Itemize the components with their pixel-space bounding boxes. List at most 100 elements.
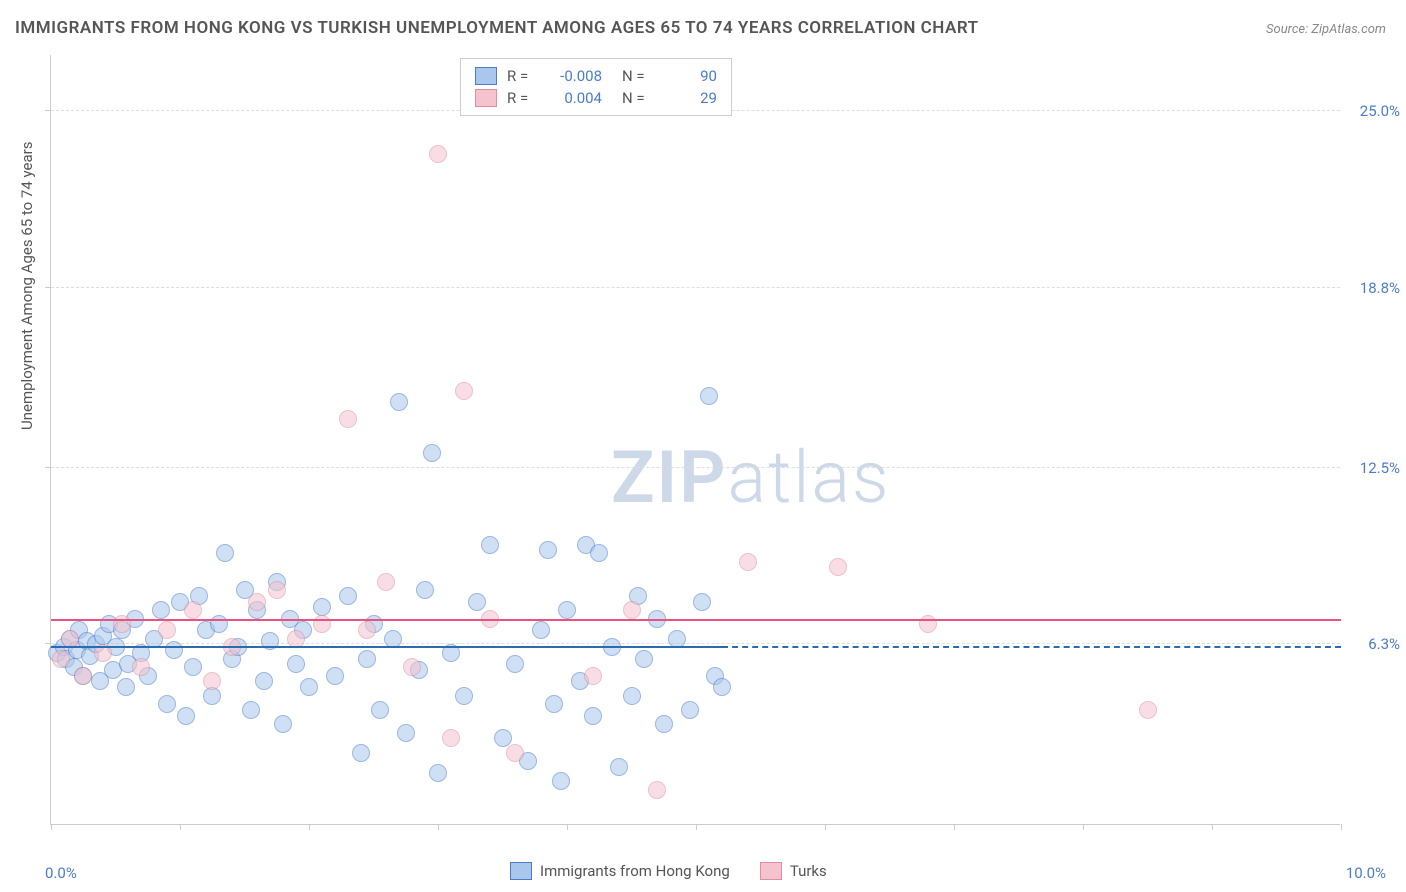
x-tick [309,824,310,830]
watermark-text: ZIPatlas [611,435,891,520]
hk-point [558,601,576,619]
r-label: R = [507,89,537,107]
gridline [51,287,1340,288]
legend-item: Turks [760,862,827,880]
tr-point [648,781,666,799]
hk-point [481,536,499,554]
hk-trend-dash [722,646,1341,648]
tr-point [248,593,266,611]
hk-point [610,758,628,776]
hk-point [152,601,170,619]
tr-point [584,667,602,685]
tr-point [506,744,524,762]
gridline [51,467,1340,468]
r-value: 0.004 [547,89,602,107]
legend-swatch [475,89,497,107]
tr-point [623,601,641,619]
x-tick [954,824,955,830]
hk-point [455,687,473,705]
tr-point [52,650,70,668]
tr-point [203,672,221,690]
legend-swatch [475,67,497,85]
hk-point [713,678,731,696]
hk-point [255,672,273,690]
n-label: N = [622,67,652,85]
y-tick-label: 25.0% [1360,102,1400,120]
hk-point [313,598,331,616]
plot-area: ZIPatlas 6.3%12.5%18.8%25.0% [50,55,1340,825]
hk-point [287,655,305,673]
hk-point [352,744,370,762]
hk-point [339,587,357,605]
x-tick [1212,824,1213,830]
x-tick [1341,824,1342,830]
y-axis-title: Unemployment Among Ages 65 to 74 years [18,142,36,430]
hk-point [371,701,389,719]
series-legend: Immigrants from Hong Kong Turks [510,862,827,880]
y-tick-label: 18.8% [1360,279,1400,297]
x-tick [1083,824,1084,830]
n-value: 90 [662,67,717,85]
tr-point [455,382,473,400]
hk-point [423,444,441,462]
hk-point [216,544,234,562]
hk-point [693,593,711,611]
hk-point [506,655,524,673]
hk-point [158,695,176,713]
tr-trend-line [51,619,1341,621]
hk-point [429,764,447,782]
chart-title: IMMIGRANTS FROM HONG KONG VS TURKISH UNE… [15,18,979,38]
hk-point [274,715,292,733]
n-value: 29 [662,89,717,107]
legend-swatch [760,862,782,880]
tr-point [739,553,757,571]
hk-point [397,724,415,742]
legend-series-label: Immigrants from Hong Kong [540,862,730,880]
hk-point [584,707,602,725]
hk-point [681,701,699,719]
tr-point [339,410,357,428]
hk-point [242,701,260,719]
x-tick [438,824,439,830]
hk-point [358,650,376,668]
hk-point [177,707,195,725]
r-value: -0.008 [547,67,602,85]
tr-point [74,667,92,685]
tr-point [132,658,150,676]
legend-swatch [510,862,532,880]
tr-point [377,573,395,591]
legend-item: Immigrants from Hong Kong [510,862,730,880]
hk-point [117,678,135,696]
x-min-label: 0.0% [45,864,77,882]
tr-point [442,729,460,747]
hk-point [165,641,183,659]
tr-point [829,558,847,576]
x-tick [180,824,181,830]
x-tick [567,824,568,830]
hk-trend-line [51,646,722,648]
y-tick-label: 12.5% [1360,459,1400,477]
hk-point [326,667,344,685]
hk-point [590,544,608,562]
tr-point [184,601,202,619]
x-tick [51,824,52,830]
source-label: Source: ZipAtlas.com [1266,22,1386,37]
hk-point [184,658,202,676]
hk-point [635,650,653,668]
y-tick-label: 6.3% [1368,635,1400,653]
stats-legend: R =-0.008N =90R =0.004N =29 [460,58,732,116]
hk-point [390,393,408,411]
legend-series-label: Turks [790,862,827,880]
hk-point [416,581,434,599]
tr-point [1139,701,1157,719]
tr-point [429,145,447,163]
x-tick [696,824,697,830]
x-max-label: 10.0% [1346,864,1386,882]
hk-point [623,687,641,705]
tr-point [268,581,286,599]
hk-point [545,695,563,713]
hk-point [700,387,718,405]
r-label: R = [507,67,537,85]
hk-point [655,715,673,733]
tr-point [358,621,376,639]
